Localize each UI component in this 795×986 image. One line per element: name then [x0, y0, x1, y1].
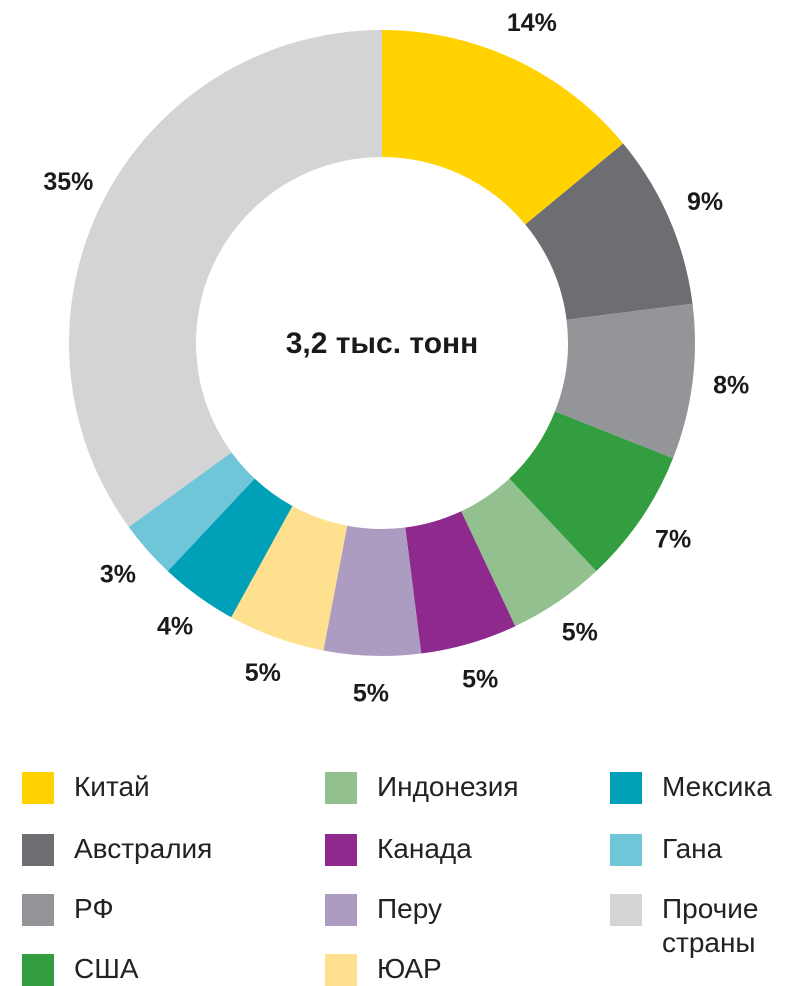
- legend-label: ЮАР: [377, 953, 442, 984]
- legend-swatch: [325, 834, 357, 866]
- donut-slice: [382, 30, 624, 225]
- data-label: 7%: [655, 525, 691, 553]
- data-label: 3%: [100, 560, 136, 588]
- legend-item: Китай: [22, 770, 224, 804]
- data-label: 9%: [687, 188, 723, 216]
- donut-slice: [231, 505, 348, 651]
- legend-item: США: [22, 952, 224, 986]
- data-label: 5%: [353, 679, 389, 707]
- chart: 3,2 тыс. тонн 14% 9% 8% 7% 5% 5% 5% 5% 4% 3% 35%: [43, 9, 749, 707]
- legend-swatch: [610, 894, 642, 926]
- legend-label: Гана: [662, 833, 723, 864]
- legend-item: Мексика: [610, 770, 795, 804]
- data-label: 8%: [713, 372, 749, 400]
- legend-item: РФ: [22, 892, 224, 926]
- legend-label: Мексика: [662, 771, 772, 802]
- legend-item: Прочие страны: [610, 892, 795, 960]
- legend-item: Гана: [610, 832, 795, 866]
- legend-swatch: [610, 772, 642, 804]
- legend-label: Австралия: [74, 833, 213, 864]
- legend-swatch: [22, 894, 54, 926]
- legend-item: Перу: [325, 892, 597, 926]
- legend-label: США: [74, 953, 139, 984]
- legend-label: Китай: [74, 771, 150, 802]
- legend-label: Прочие страны: [662, 893, 759, 958]
- donut-slice: [405, 511, 516, 654]
- data-label: 5%: [245, 659, 281, 687]
- donut-slice: [525, 143, 693, 320]
- legend-swatch: [325, 894, 357, 926]
- donut-slice: [509, 411, 674, 572]
- donut-slice: [323, 525, 422, 656]
- legend-label: РФ: [74, 893, 114, 924]
- legend-swatch: [325, 772, 357, 804]
- data-label: 5%: [462, 666, 498, 694]
- legend-item: Австралия: [22, 832, 224, 866]
- donut-slice: [69, 30, 382, 527]
- legend-swatch: [22, 954, 54, 986]
- legend-label: Перу: [377, 893, 442, 924]
- data-label: 5%: [562, 619, 598, 647]
- data-label: 35%: [43, 168, 93, 196]
- donut-slice: [554, 303, 696, 459]
- legend-item: Канада: [325, 832, 597, 866]
- legend-label: Канада: [377, 833, 472, 864]
- legend-label: Индонезия: [377, 771, 519, 802]
- legend-swatch: [610, 834, 642, 866]
- donut-slice: [461, 478, 597, 627]
- legend-item: Индонезия: [325, 770, 597, 804]
- donut-slice: [167, 478, 293, 618]
- center-label: 3,2 тыс. тонн: [286, 327, 479, 360]
- legend-item: ЮАР: [325, 952, 597, 986]
- legend-swatch: [22, 772, 54, 804]
- data-label: 14%: [507, 9, 557, 37]
- data-label: 4%: [157, 612, 193, 640]
- legend-swatch: [325, 954, 357, 986]
- donut-slice: [128, 452, 255, 572]
- legend-swatch: [22, 834, 54, 866]
